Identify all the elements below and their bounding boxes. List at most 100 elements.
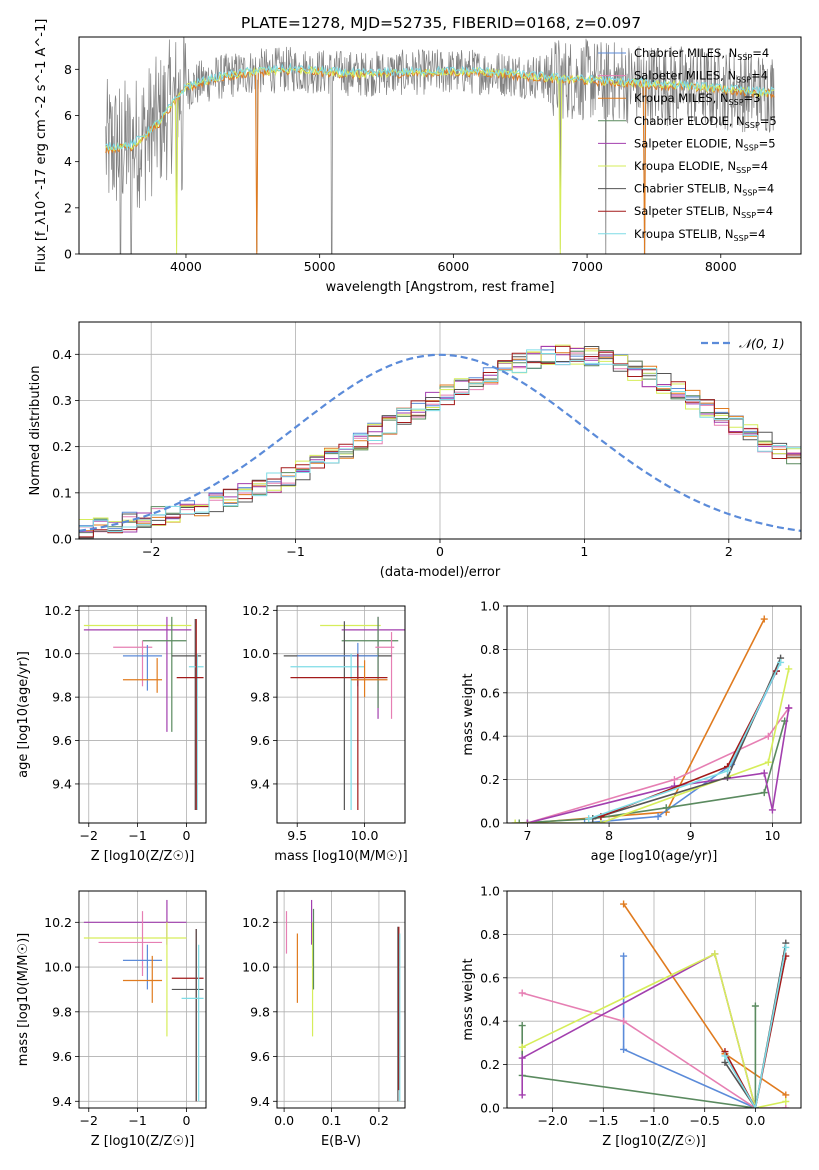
legend-label: Salpeter STELIB, NSSP=4 [634, 204, 773, 220]
y-tick-label: 9.8 [250, 690, 270, 705]
weight-marker [518, 1022, 526, 1030]
x-tick-label: 0.0 [274, 1113, 294, 1128]
weight-marker [585, 815, 593, 823]
chabrier-elodie-errorbar [341, 616, 399, 708]
weight-marker [518, 1091, 526, 1099]
salpeter-stelib-errorbar [290, 653, 388, 810]
x-tick-label: −2.0 [537, 1113, 567, 1128]
salpeter-miles-weight-line [527, 707, 790, 823]
y-tick-label: 10.0 [44, 646, 72, 661]
weight-marker [620, 952, 628, 960]
kroupa-stelib-weight-line [724, 947, 787, 1108]
weight-marker [721, 1052, 729, 1060]
x-axis-label: Z [log10(Z/Z☉)] [602, 1134, 706, 1149]
weight-marker [654, 812, 662, 820]
x-axis-label: age [log10(age/yr)] [591, 849, 718, 864]
x-axis-label: (data-model)/error [380, 565, 501, 580]
x-tick-label: −2 [80, 1113, 98, 1128]
plot-area [283, 616, 405, 810]
x-tick-label: −1 [128, 828, 146, 843]
mass-vs-ebv-panel: 0.0 0.1 0.2 9.4 9.6 9.8 10.0 10.2 E(B-V) [242, 890, 406, 1149]
kroupa-miles-errorbar [122, 955, 163, 1003]
y-tick-label: 10.2 [242, 915, 270, 930]
axes-frame [276, 890, 406, 1109]
y-tick-label: 0.4 [480, 729, 500, 744]
x-tick-label: 9.5 [287, 828, 307, 843]
y-tick-label: 8 [64, 62, 72, 77]
x-tick-label: 8 [605, 828, 613, 843]
salpeter-miles-weight-line [521, 992, 786, 1108]
plot-area [79, 344, 801, 539]
y-axis-label: Normed distribution [28, 366, 43, 496]
weight-marker [518, 989, 526, 997]
y-tick-label: 10.0 [242, 960, 270, 975]
legend-label: Kroupa ELODIE, NSSP=4 [634, 159, 768, 175]
age-vs-mass-panel: 9.5 10.0 9.4 9.6 9.8 10.0 10.2 mass [log10(M/M☉… [242, 603, 408, 864]
weight-marker [782, 1104, 790, 1108]
axes-frame [276, 605, 406, 824]
y-tick-label: 4 [64, 154, 72, 169]
mass-weight-vs-age-panel: 7 8 9 10 0.0 0.2 0.4 0.6 0.8 1.0 age [log10(age/yr… [461, 599, 802, 864]
x-tick-label: 9 [687, 828, 695, 843]
legend-label: Kroupa MILES, NSSP=3 [634, 91, 760, 107]
weight-marker [620, 1045, 628, 1053]
weight-marker [777, 658, 785, 666]
weight-marker [782, 943, 790, 951]
legend-label: Chabrier STELIB, NSSP=4 [634, 182, 774, 198]
weight-marker [724, 767, 731, 775]
weight-marker [511, 819, 519, 823]
x-axis-label: E(B-V) [321, 1134, 361, 1149]
kroupa-miles-errorbar [122, 658, 163, 693]
y-tick-label: 9.6 [250, 1049, 270, 1064]
gaussian-curve [79, 353, 801, 532]
x-tick-label: 0 [182, 828, 190, 843]
y-tick-label: 1.0 [480, 884, 500, 899]
plot-area [105, 37, 775, 254]
figure-title: PLATE=1278, MJD=52735, FIBERID=0168, z=0… [241, 14, 641, 32]
y-axis-label: Flux [f_λ10^-17 erg cm^-2 s^-1 A^-1] [34, 19, 49, 273]
kroupa-stelib-errorbar [181, 944, 204, 1102]
chabrier-miles-weight-line [584, 670, 778, 823]
x-tick-label: 5000 [304, 259, 336, 274]
x-tick-label: 10.0 [351, 828, 379, 843]
y-tick-label: 0.4 [52, 347, 72, 362]
x-tick-label: 7000 [571, 259, 603, 274]
y-tick-label: 9.8 [52, 1004, 72, 1019]
y-tick-label: 0.3 [52, 393, 72, 408]
kroupa-elodie-errorbar [83, 922, 187, 1037]
weight-marker [620, 900, 628, 908]
y-tick-label: 10.2 [242, 603, 270, 618]
weight-marker [711, 950, 719, 958]
y-tick-label: 9.4 [52, 1094, 72, 1109]
kroupa-miles-errorbar [351, 660, 388, 698]
age-vs-metallicity-panel: −2 −1 0 9.4 9.6 9.8 10.0 10.2 Z [log10(Z/Z☉)] age… [16, 603, 207, 864]
axes-frame [506, 890, 802, 1109]
x-tick-label: 0.2 [369, 1113, 389, 1128]
legend-label: Salpeter ELODIE, NSSP=5 [634, 136, 776, 152]
y-tick-label: 9.4 [250, 776, 270, 791]
y-axis-label: mass weight [461, 673, 476, 755]
weight-marker [515, 819, 523, 823]
x-tick-label: 4000 [170, 259, 202, 274]
x-tick-label: 7 [523, 828, 531, 843]
x-tick-label: −1 [128, 1113, 146, 1128]
salpeter-elodie-errorbar [83, 616, 192, 732]
y-tick-label: 0.0 [52, 532, 72, 547]
weight-marker [662, 804, 670, 812]
axes-frame [78, 36, 802, 255]
y-tick-label: 10.0 [44, 960, 72, 975]
chabrier-stelib-errorbar [283, 621, 392, 810]
weight-marker [724, 773, 731, 781]
spectrum-legend: Chabrier MILES, NSSP=4 Salpeter MILES, NS… [598, 46, 777, 243]
y-tick-label: 0.2 [480, 1057, 500, 1072]
y-tick-label: 0.6 [480, 685, 500, 700]
weight-marker [670, 776, 678, 784]
y-tick-label: 9.6 [250, 733, 270, 748]
y-tick-label: 0.0 [480, 816, 500, 831]
y-tick-label: 9.6 [52, 733, 72, 748]
chabrier-miles-errorbar [122, 645, 163, 691]
observed-spectrum-line [105, 37, 775, 254]
y-tick-label: 0.6 [480, 970, 500, 985]
x-tick-label: −1.0 [639, 1113, 669, 1128]
salpeter-stelib-weight-line [724, 955, 787, 1108]
